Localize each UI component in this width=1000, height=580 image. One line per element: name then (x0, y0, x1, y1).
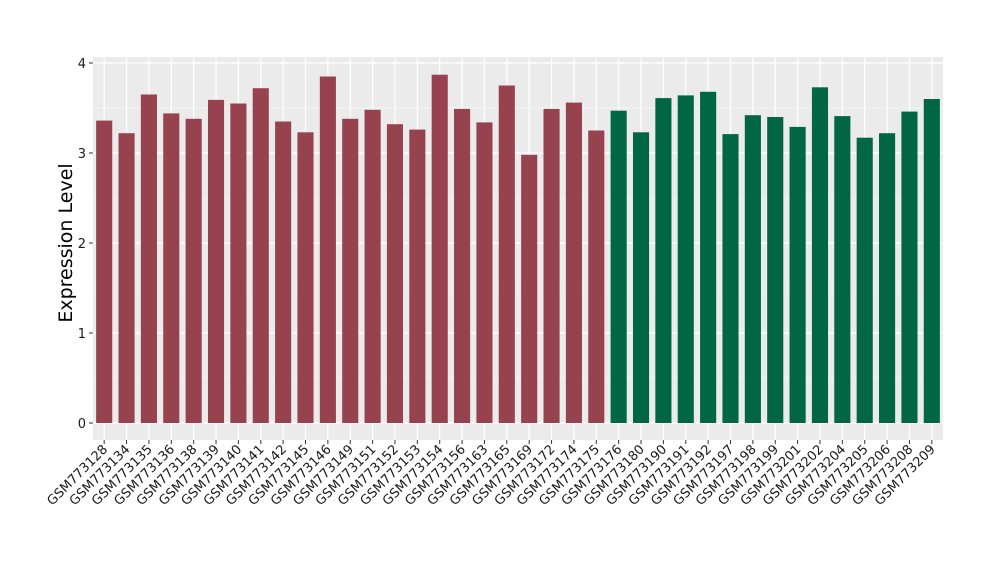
bar-GSM773172 (543, 108, 560, 424)
bar-GSM773169 (521, 154, 538, 424)
bar-GSM773180 (632, 132, 650, 424)
bar-GSM773204 (834, 116, 851, 423)
bar-GSM773190 (655, 98, 672, 423)
bar-GSM773199 (767, 117, 784, 423)
bar-GSM773142 (275, 121, 292, 423)
bar-GSM773154 (431, 74, 448, 423)
bar-GSM773134 (118, 133, 135, 423)
bar-GSM773135 (140, 94, 157, 423)
bar-GSM773206 (879, 133, 896, 423)
bar-GSM773197 (722, 134, 739, 423)
bar-GSM773152 (386, 124, 404, 423)
bar-GSM773165 (498, 85, 515, 423)
bar-GSM773201 (789, 126, 806, 424)
y-tick-label: 0 (78, 417, 86, 432)
bar-GSM773205 (856, 137, 873, 423)
bar-GSM773139 (207, 99, 225, 424)
bar-GSM773140 (230, 103, 247, 423)
bar-GSM773202 (811, 87, 829, 424)
y-tick-label: 2 (78, 237, 86, 252)
x-axis: GSM773128GSM773134GSM773135GSM773136GSM7… (44, 440, 939, 509)
bar-GSM773151 (364, 109, 381, 424)
bar-GSM773209 (923, 99, 940, 423)
bar-GSM773149 (342, 118, 359, 424)
y-axis: 0 1 2 3 4 (78, 57, 93, 432)
bar-GSM773153 (409, 129, 426, 423)
bar-GSM773156 (454, 108, 471, 424)
bar-GSM773174 (565, 102, 582, 423)
bar-GSM773163 (476, 122, 493, 424)
y-tick-label: 4 (78, 57, 86, 72)
y-tick-label: 3 (78, 147, 86, 162)
bar-GSM773208 (901, 111, 918, 423)
y-tick-label: 1 (78, 327, 86, 342)
bar-GSM773128 (96, 120, 113, 423)
bar-GSM773175 (588, 130, 605, 423)
bar-GSM773176 (610, 110, 627, 423)
bar-GSM773146 (319, 76, 336, 423)
bar-GSM773192 (700, 91, 717, 424)
bar-GSM773136 (163, 113, 180, 424)
bar-GSM773191 (677, 95, 694, 424)
bar-GSM773141 (252, 88, 269, 423)
bar-GSM773138 (185, 118, 202, 424)
y-axis-title: Expression Level (55, 163, 77, 322)
bar-GSM773198 (744, 115, 761, 423)
bars-group (96, 74, 940, 424)
bar-GSM773145 (297, 132, 314, 424)
